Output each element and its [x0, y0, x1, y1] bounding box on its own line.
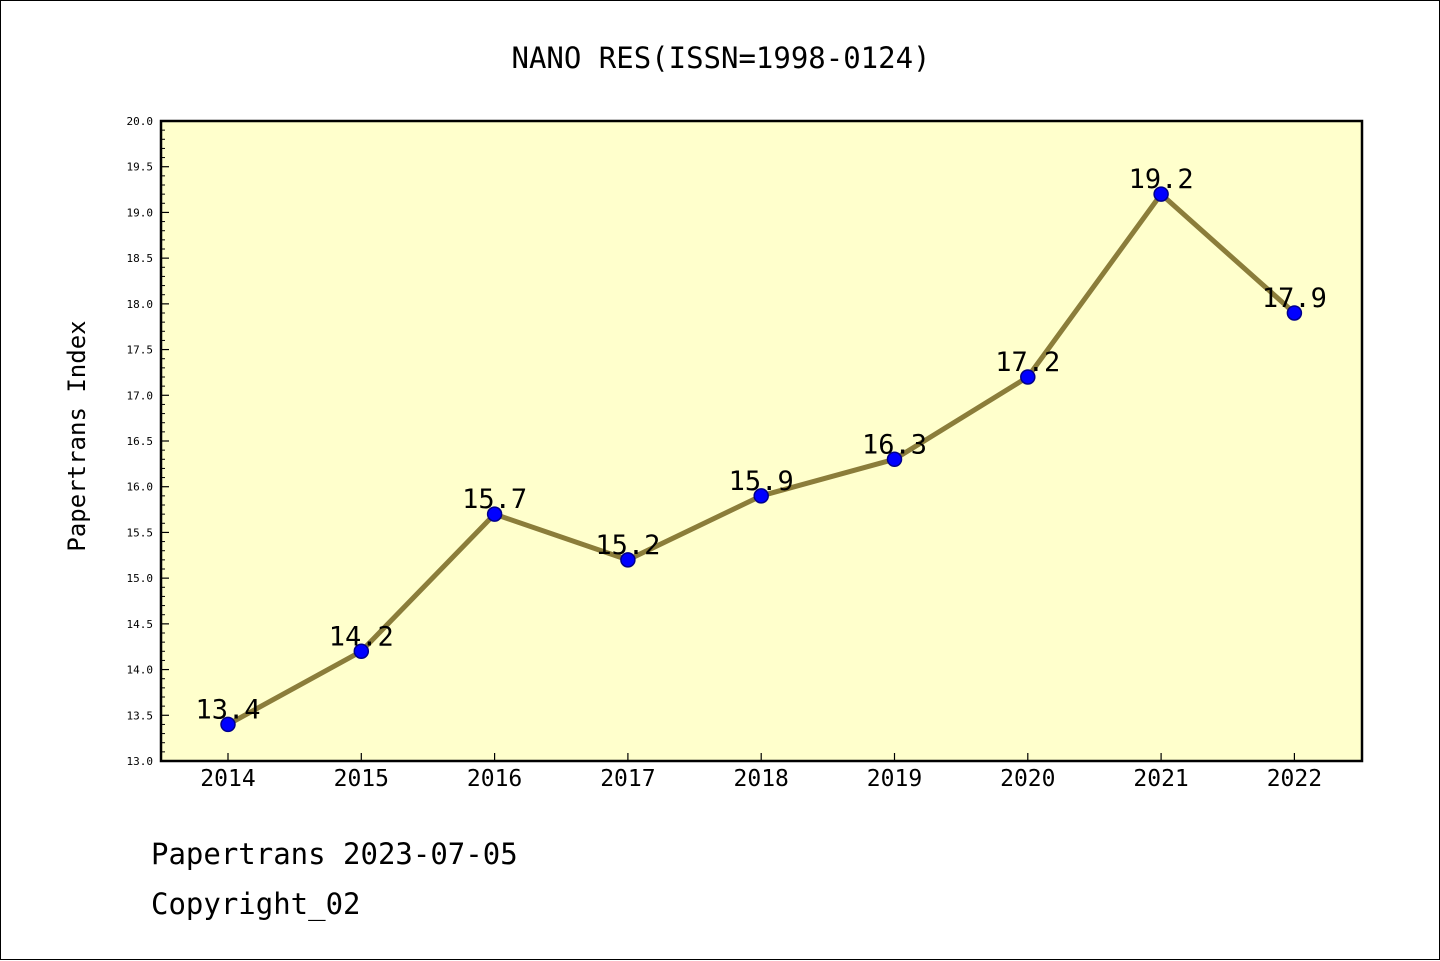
x-tick-label: 2014 — [200, 766, 255, 792]
y-tick-label: 15.0 — [127, 572, 154, 585]
y-tick-label: 19.0 — [127, 206, 154, 219]
data-point — [753, 488, 769, 504]
y-tick-label: 14.5 — [127, 618, 154, 631]
y-tick-label: 18.5 — [127, 252, 154, 265]
data-point — [1153, 186, 1169, 202]
footer-date: Papertrans 2023-07-05 — [151, 837, 518, 871]
data-label: 15.9 — [729, 466, 794, 497]
y-tick-label: 13.5 — [127, 709, 154, 722]
data-labels: 13.4 14.2 15.7 15.2 15.9 16.3 17.2 19.2 17.9 — [195, 164, 1326, 725]
x-tick-label: 2015 — [334, 766, 389, 792]
series-markers — [220, 186, 1303, 733]
y-tick-label: 16.0 — [127, 481, 154, 494]
y-tick-label: 19.5 — [127, 161, 154, 174]
y-tick-label: 17.0 — [127, 389, 154, 402]
data-point — [1020, 369, 1036, 385]
x-tick-label: 2018 — [734, 766, 789, 792]
y-tick-label: 17.5 — [127, 344, 154, 357]
data-point — [353, 643, 370, 660]
x-tick-label: 2020 — [1000, 766, 1055, 792]
data-point — [886, 451, 903, 468]
y-axis: 13.0 13.5 14.0 14.5 15.0 15.5 16.0 16.5 17.0 17.5… — [127, 115, 169, 768]
data-label: 15.2 — [595, 530, 660, 561]
data-label: 17.2 — [995, 347, 1060, 378]
x-axis: 2014 2015 2016 2017 2018 2019 2020 2021 2022 — [200, 753, 1322, 792]
data-label: 14.2 — [329, 621, 394, 652]
y-tick-label: 14.0 — [127, 664, 154, 677]
x-tick-label: 2016 — [467, 766, 522, 792]
x-tick-label: 2022 — [1267, 766, 1322, 792]
y-tick-label: 13.0 — [127, 755, 154, 768]
data-point — [1286, 305, 1303, 321]
y-axis-label: Papertrans Index — [63, 320, 91, 551]
data-label: 16.3 — [862, 429, 927, 460]
x-tick-label: 2019 — [867, 766, 922, 792]
x-tick-label: 2017 — [600, 766, 655, 792]
data-label: 19.2 — [1129, 164, 1194, 195]
data-point — [620, 552, 636, 568]
data-point — [220, 716, 236, 733]
x-tick-label: 2021 — [1133, 766, 1188, 792]
data-label: 13.4 — [195, 694, 260, 725]
data-point — [486, 506, 503, 522]
y-tick-label: 20.0 — [127, 115, 154, 128]
data-label: 15.7 — [462, 484, 527, 515]
y-tick-label: 15.5 — [127, 526, 154, 539]
y-tick-label: 16.5 — [127, 435, 154, 448]
data-label: 17.9 — [1262, 283, 1327, 314]
footer-copyright: Copyright_02 — [151, 887, 361, 921]
y-tick-label: 18.0 — [127, 298, 154, 311]
chart-title: NANO RES(ISSN=1998-0124) — [511, 41, 930, 75]
